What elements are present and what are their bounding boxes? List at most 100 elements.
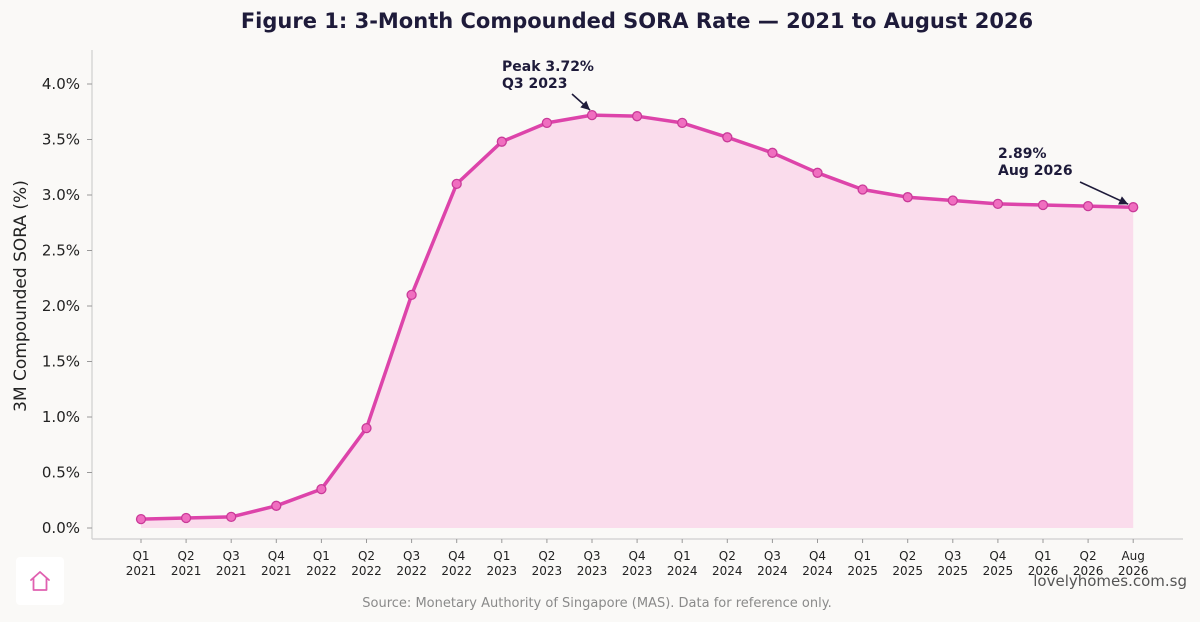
x-tick-label-line1: Q1 — [132, 549, 149, 563]
data-point — [1082, 200, 1094, 212]
data-point — [631, 111, 643, 122]
y-tick-label: 2.5% — [42, 242, 80, 260]
x-tick-label: Q3 2023 — [577, 549, 608, 578]
x-tick-label-line1: Q1 — [674, 549, 691, 563]
data-point — [226, 511, 237, 523]
x-tick-label-line1: Q2 — [719, 549, 736, 563]
data-point — [451, 178, 462, 190]
source-note: Source: Monetary Authority of Singapore … — [362, 596, 831, 611]
data-point — [1128, 202, 1139, 213]
x-tick-label: Aug 2026 — [1118, 549, 1149, 578]
x-tick-label: Q1 2023 — [487, 549, 518, 578]
x-tick-label-line2: 2025 — [892, 564, 923, 578]
brand-logo — [16, 557, 64, 605]
annotation-arrowhead — [1118, 196, 1129, 205]
x-tick-label-line1: Q4 — [809, 549, 826, 563]
data-points-group — [135, 109, 1139, 525]
data-point — [992, 198, 1004, 210]
x-tick-label-line1: Q3 — [403, 549, 420, 563]
x-tick-label: Q2 2023 — [532, 549, 563, 578]
x-tick-label: Q3 2021 — [216, 549, 247, 578]
x-tick-label-line2: 2021 — [171, 564, 202, 578]
x-tick-label-line2: 2025 — [847, 564, 878, 578]
x-tick-label-line2: 2026 — [1118, 564, 1149, 578]
x-tick-label-line1: Q3 — [764, 549, 781, 563]
x-tick-label: Q1 2026 — [1028, 549, 1059, 578]
x-tick-label-line2: 2022 — [306, 564, 337, 578]
y-axis-label: 3M Compounded SORA (%) — [11, 180, 31, 412]
data-point — [271, 500, 282, 511]
area-fill-group — [141, 115, 1134, 528]
x-tick-label: Q1 2024 — [667, 549, 698, 578]
x-tick-label-line2: 2024 — [712, 564, 743, 578]
x-tick-label-line1: Q4 — [989, 549, 1006, 563]
x-tick-label-line2: 2026 — [1028, 564, 1059, 578]
x-tick-label-line1: Q1 — [493, 549, 510, 563]
x-tick-label: Q4 2022 — [441, 549, 472, 578]
x-tick-label-line2: 2023 — [487, 564, 518, 578]
x-tick-label-line2: 2021 — [261, 564, 292, 578]
x-tick-label-line2: 2022 — [396, 564, 427, 578]
data-point — [361, 422, 372, 434]
x-tick-label-line1: Q1 — [313, 549, 330, 563]
x-tick-label-line2: 2025 — [983, 564, 1014, 578]
x-tick-label-line2: 2024 — [667, 564, 698, 578]
x-tick-label-line2: 2026 — [1073, 564, 1104, 578]
x-tick-label: Q4 2023 — [622, 549, 653, 578]
y-tick-label: 0.5% — [42, 464, 80, 482]
brand-watermark: lovelyhomes.com.sg — [1033, 572, 1187, 590]
annotation-label: 2.89% Aug 2026 — [998, 146, 1073, 179]
data-point — [406, 289, 417, 301]
x-tick-label-line2: 2023 — [577, 564, 608, 578]
x-tick-label: Q1 2022 — [306, 549, 337, 578]
x-tick-label-line1: Q2 — [358, 549, 375, 563]
x-tick-label: Q2 2025 — [892, 549, 923, 578]
x-tick-label: Q4 2021 — [261, 549, 292, 578]
x-tick-label-line1: Q4 — [448, 549, 465, 563]
y-tick-label: 1.5% — [42, 353, 80, 371]
data-point — [677, 117, 688, 129]
annotations: Peak 3.72% Q3 2023 2.89% Aug 2026 — [502, 59, 1129, 205]
x-tick-label-line2: 2023 — [622, 564, 653, 578]
x-tick-label-line2: 2022 — [441, 564, 472, 578]
x-tick-label-line1: Q1 — [854, 549, 871, 563]
x-tick-label-line2: 2022 — [351, 564, 382, 578]
annotation-line: Q3 2023 — [502, 76, 567, 92]
x-tick-label: Q1 2025 — [847, 549, 878, 578]
x-tick-label: Q2 2024 — [712, 549, 743, 578]
y-tick-label: 3.0% — [42, 186, 80, 204]
y-tick-label: 0.0% — [42, 519, 80, 537]
y-tick-label: 2.0% — [42, 297, 80, 315]
x-tick-label: Q4 2025 — [983, 549, 1014, 578]
x-tick-label-line1: Aug — [1121, 549, 1144, 563]
data-point — [316, 483, 327, 495]
x-tick-label-line2: 2023 — [532, 564, 563, 578]
x-tick-label: Q2 2021 — [171, 549, 202, 578]
y-tick-labels: 0.0% 0.5% 1.0% 1.5% 2.0% 2.5% 3.0% 3.5% 4.0% — [42, 75, 92, 537]
x-tick-label-line2: 2025 — [938, 564, 969, 578]
annotation-line: Peak 3.72% — [502, 59, 594, 75]
y-tick-label: 4.0% — [42, 75, 80, 93]
x-tick-label: Q1 2021 — [126, 549, 157, 578]
x-tick-label-line1: Q4 — [268, 549, 285, 563]
house-icon — [30, 571, 50, 591]
x-tick-label: Q3 2025 — [938, 549, 969, 578]
data-point — [541, 117, 553, 129]
chart-title: Figure 1: 3-Month Compounded SORA Rate —… — [241, 9, 1033, 33]
x-tick-label-line1: Q1 — [1034, 549, 1051, 563]
area-fill — [141, 115, 1134, 528]
x-tick-label: Q2 2026 — [1073, 549, 1104, 578]
x-tick-label-line2: 2024 — [757, 564, 788, 578]
annotation-arrowhead — [580, 100, 590, 111]
data-point — [857, 184, 868, 195]
annotation-label: Peak 3.72% Q3 2023 — [502, 59, 594, 92]
x-tick-label: Q2 2022 — [351, 549, 382, 578]
annotation-line: 2.89% — [998, 146, 1047, 162]
data-point — [902, 192, 913, 203]
y-tick-label: 3.5% — [42, 131, 80, 149]
data-point — [722, 132, 733, 143]
x-tick-label-line1: Q3 — [223, 549, 240, 563]
data-point — [180, 512, 192, 524]
